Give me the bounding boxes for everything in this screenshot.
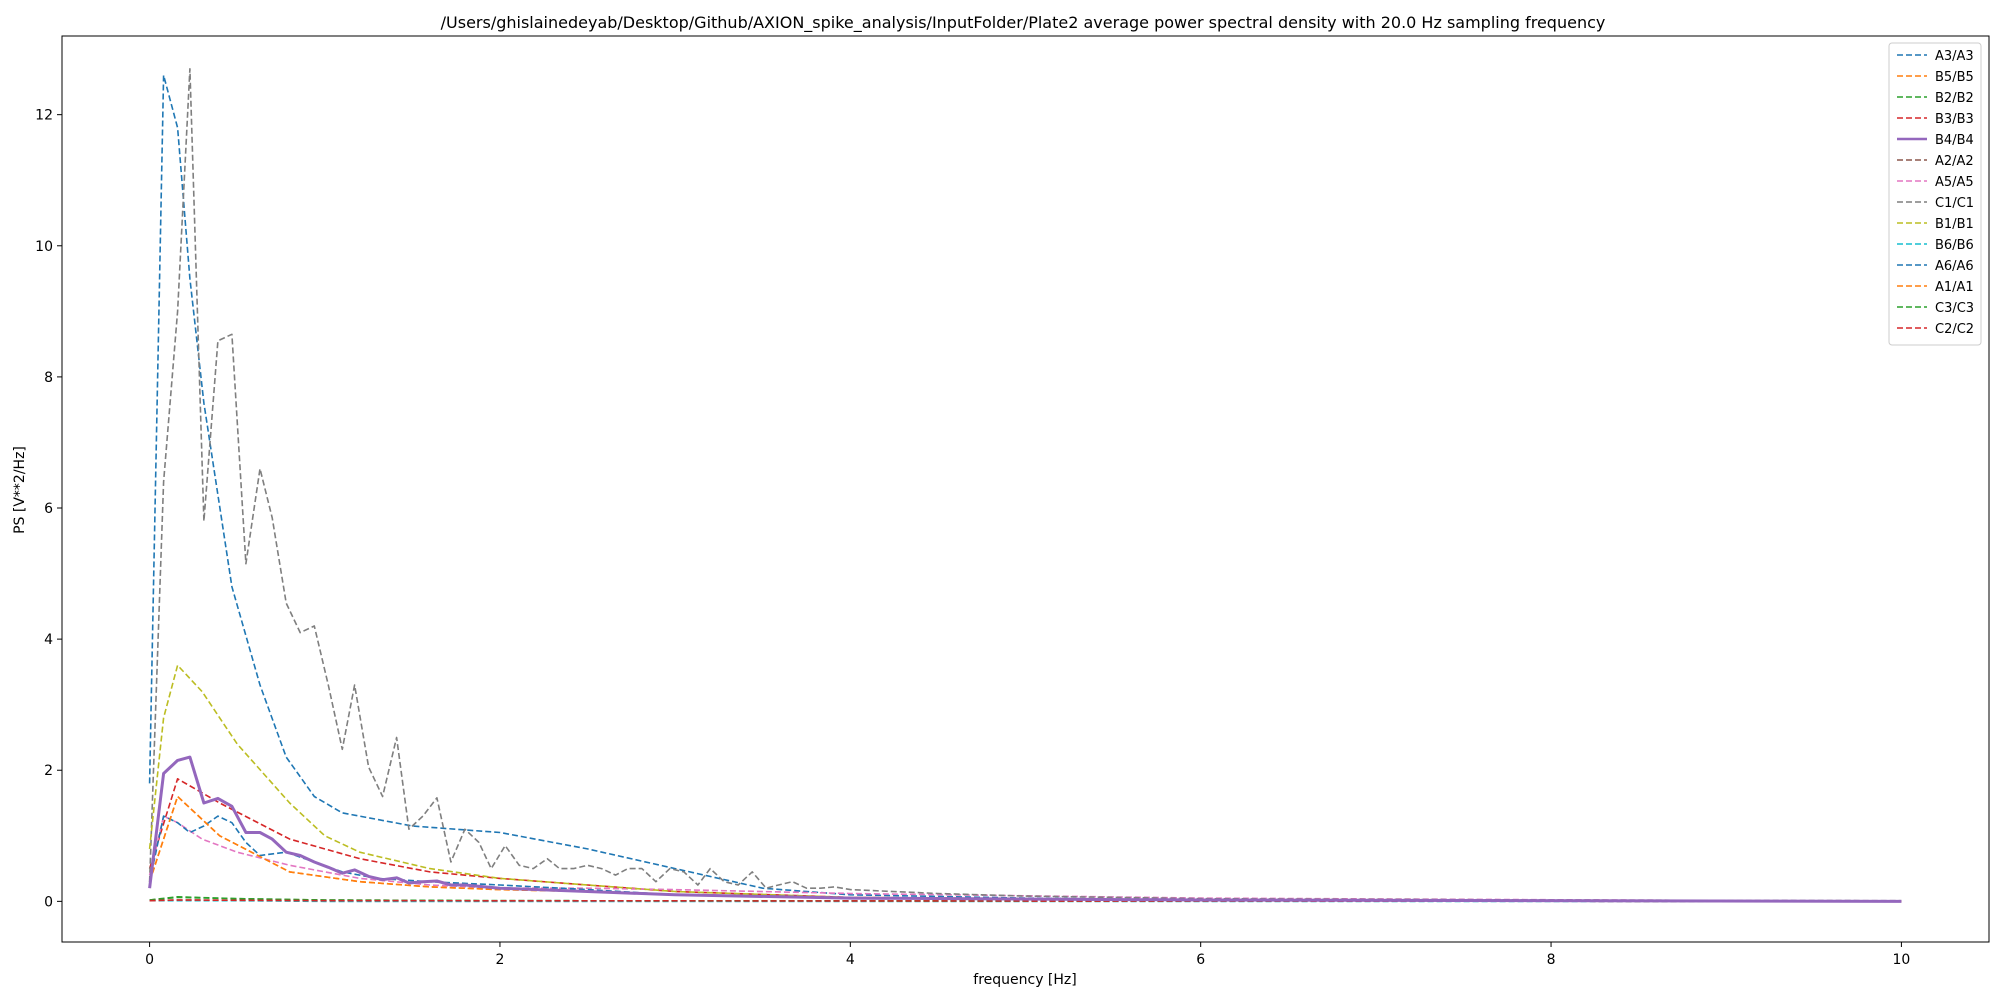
chart-title: /Users/ghislainedeyab/Desktop/Github/AXI…	[441, 13, 1606, 33]
legend-label: B5/B5	[1935, 70, 1974, 85]
legend: A3/A3 B5/B5 B2/B2 B3/B3 B4/B4 A2/A2 A5/A5 C1/C1…	[1888, 42, 1982, 346]
legend-label: C1/C1	[1935, 196, 1974, 211]
series-line-c3-c3	[149, 896, 1902, 903]
legend-label: A1/A1	[1935, 280, 1974, 295]
x-tick-label: 0	[145, 952, 154, 968]
y-axis-label: PS [V**2/Hz]	[12, 446, 28, 534]
series-line-c2-c2	[149, 899, 1902, 903]
series-line-b1-b1	[148, 664, 1902, 903]
series-lines	[148, 68, 1902, 903]
y-tick-label: 6	[44, 501, 53, 517]
x-tick-label: 4	[846, 952, 855, 968]
plot-frame	[61, 35, 1990, 943]
x-axis-label: frequency [Hz]	[973, 972, 1076, 988]
legend-label: C3/C3	[1935, 301, 1974, 316]
legend-frame	[1888, 42, 1982, 346]
legend-label: A5/A5	[1935, 175, 1974, 190]
legend-label: A3/A3	[1935, 49, 1974, 64]
legend-label: B3/B3	[1935, 112, 1974, 127]
series-line-c1-c1	[148, 68, 1902, 902]
legend-label: A6/A6	[1935, 259, 1974, 274]
x-tick-label: 8	[1547, 952, 1556, 968]
series-line-b4-b4	[148, 755, 1902, 903]
y-tick-label: 0	[44, 894, 53, 910]
legend-label: B4/B4	[1935, 133, 1974, 148]
y-tick-label: 12	[35, 108, 53, 124]
y-tick-label: 10	[35, 239, 53, 255]
legend-label: B2/B2	[1935, 91, 1974, 106]
legend-label: B6/B6	[1935, 238, 1974, 253]
legend-label: A2/A2	[1935, 154, 1974, 169]
x-tick-label: 6	[1196, 952, 1205, 968]
x-tick-label: 2	[495, 952, 504, 968]
series-line-b3-b3	[148, 777, 1902, 903]
x-axis-ticks: 0 2 4 6 8 10	[145, 942, 1910, 968]
series-line-a5-a5	[148, 815, 1902, 903]
y-tick-label: 4	[44, 632, 53, 648]
y-tick-label: 2	[44, 763, 53, 779]
legend-label: B1/B1	[1935, 217, 1974, 232]
x-tick-label: 10	[1892, 952, 1910, 968]
legend-label: C2/C2	[1935, 322, 1974, 337]
y-tick-label: 8	[44, 370, 53, 386]
y-axis-ticks: 0 2 4 6 8 10 12	[35, 108, 62, 910]
